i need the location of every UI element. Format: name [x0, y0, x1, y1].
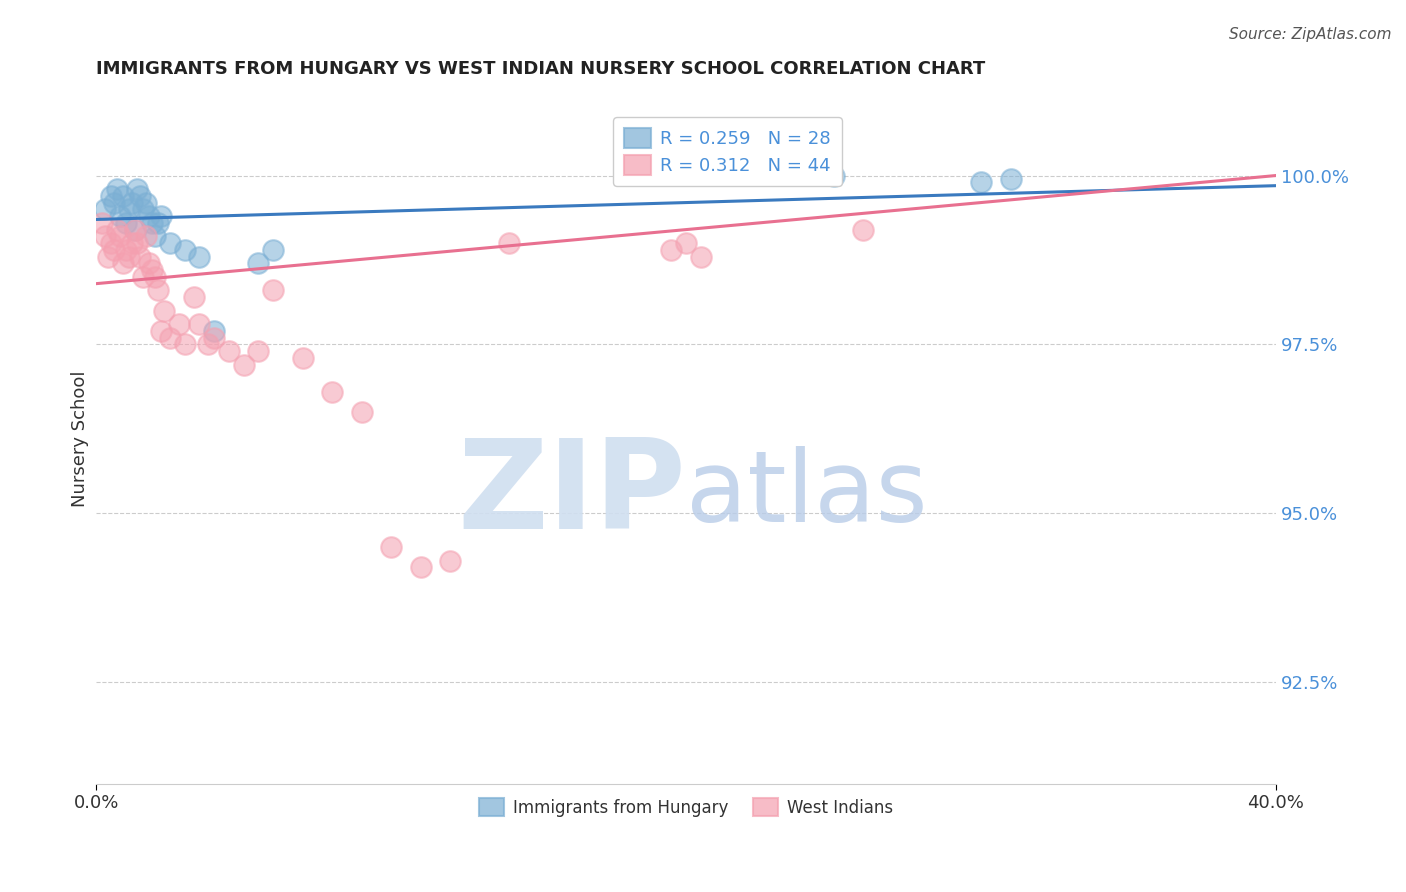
Point — [167, 317, 190, 331]
Point — [247, 256, 270, 270]
Point — [135, 229, 157, 244]
Point — [659, 243, 682, 257]
Point — [439, 554, 461, 568]
Point — [183, 290, 205, 304]
Point — [150, 324, 173, 338]
Point — [121, 195, 143, 210]
Point — [291, 351, 314, 365]
Point — [141, 216, 163, 230]
Point — [1000, 172, 1022, 186]
Point — [108, 229, 131, 244]
Legend: Immigrants from Hungary, West Indians: Immigrants from Hungary, West Indians — [472, 792, 900, 823]
Point — [138, 209, 160, 223]
Point — [159, 236, 181, 251]
Point — [150, 209, 173, 223]
Point — [823, 169, 845, 183]
Point — [143, 229, 166, 244]
Point — [91, 216, 114, 230]
Point — [380, 540, 402, 554]
Point — [124, 222, 146, 236]
Point — [146, 216, 169, 230]
Point — [94, 202, 117, 217]
Point — [124, 222, 146, 236]
Point — [247, 344, 270, 359]
Point — [129, 189, 152, 203]
Point — [114, 216, 136, 230]
Point — [103, 195, 125, 210]
Point — [94, 229, 117, 244]
Point — [127, 236, 149, 251]
Point — [100, 189, 122, 203]
Text: Source: ZipAtlas.com: Source: ZipAtlas.com — [1229, 27, 1392, 42]
Point — [114, 243, 136, 257]
Point — [202, 331, 225, 345]
Point — [188, 250, 211, 264]
Point — [202, 324, 225, 338]
Point — [321, 384, 343, 399]
Point — [146, 284, 169, 298]
Point — [132, 202, 155, 217]
Text: ZIP: ZIP — [457, 434, 686, 555]
Point — [409, 560, 432, 574]
Point — [262, 243, 284, 257]
Point — [689, 250, 711, 264]
Point — [970, 175, 993, 189]
Point — [111, 256, 134, 270]
Point — [498, 236, 520, 251]
Point — [188, 317, 211, 331]
Point — [197, 337, 219, 351]
Point — [105, 182, 128, 196]
Point — [105, 222, 128, 236]
Text: atlas: atlas — [686, 446, 928, 542]
Point — [111, 189, 134, 203]
Point — [117, 202, 139, 217]
Point — [138, 256, 160, 270]
Point — [135, 195, 157, 210]
Point — [852, 222, 875, 236]
Point — [350, 405, 373, 419]
Point — [143, 269, 166, 284]
Point — [117, 250, 139, 264]
Point — [108, 209, 131, 223]
Point — [173, 337, 195, 351]
Point — [153, 303, 176, 318]
Y-axis label: Nursery School: Nursery School — [72, 371, 89, 508]
Point — [159, 331, 181, 345]
Point — [97, 250, 120, 264]
Point — [262, 284, 284, 298]
Point — [173, 243, 195, 257]
Point — [127, 182, 149, 196]
Point — [141, 263, 163, 277]
Point — [129, 250, 152, 264]
Text: IMMIGRANTS FROM HUNGARY VS WEST INDIAN NURSERY SCHOOL CORRELATION CHART: IMMIGRANTS FROM HUNGARY VS WEST INDIAN N… — [96, 60, 986, 78]
Point — [675, 236, 697, 251]
Point — [218, 344, 240, 359]
Point — [132, 269, 155, 284]
Point — [103, 243, 125, 257]
Point — [100, 236, 122, 251]
Point — [232, 358, 254, 372]
Point — [121, 236, 143, 251]
